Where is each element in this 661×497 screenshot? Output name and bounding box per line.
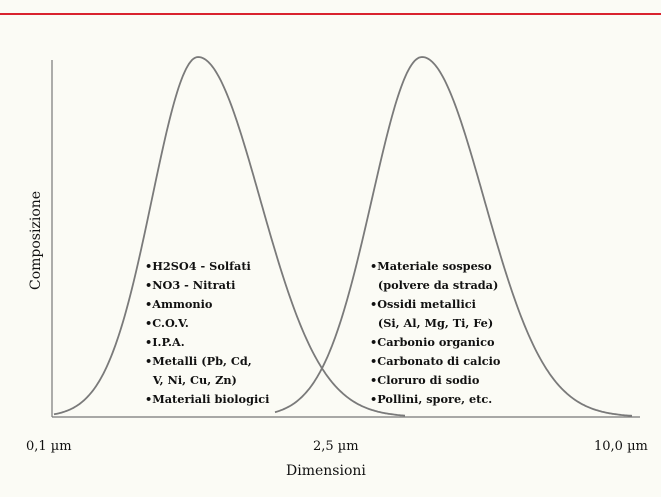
- coarse-item: •Pollini, spore, etc.: [370, 392, 492, 406]
- coarse-item: •Cloruro di sodio: [370, 373, 480, 387]
- coarse-item: •Materiale sospeso: [370, 259, 492, 273]
- series-coarse-items: •Materiale sospeso (polvere da strada) •…: [370, 259, 501, 406]
- x-tick-label-2-5: 2,5 µm: [313, 439, 359, 454]
- fine-item: •NO3 - Nitrati: [145, 278, 236, 292]
- coarse-item: •Carbonio organico: [370, 335, 495, 349]
- coarse-item: •Ossidi metallici: [370, 297, 477, 311]
- fine-item: •Ammonio: [145, 297, 213, 311]
- coarse-item: (polvere da strada): [370, 278, 498, 292]
- coarse-item: (Si, Al, Mg, Ti, Fe): [370, 316, 493, 330]
- fine-item: •H2SO4 - Solfati: [145, 259, 252, 273]
- series-fine-items: •H2SO4 - Solfati •NO3 - Nitrati •Ammonio…: [145, 259, 270, 406]
- y-axis-title: Composizione: [28, 191, 44, 290]
- x-tick-label-0-1: 0,1 µm: [26, 439, 72, 454]
- x-tick-label-10: 10,0 µm: [594, 439, 648, 454]
- fine-item: V, Ni, Cu, Zn): [145, 373, 237, 387]
- fine-item: •Metalli (Pb, Cd,: [145, 354, 252, 368]
- x-axis-title: Dimensioni: [286, 463, 366, 479]
- fine-item: •C.O.V.: [145, 316, 189, 330]
- series-coarse-curve: [274, 56, 633, 417]
- fine-item: •I.P.A.: [145, 335, 185, 349]
- fine-item: •Materiali biologici: [145, 392, 270, 406]
- coarse-item: •Carbonato di calcio: [370, 354, 501, 368]
- series-fine-curve: [53, 56, 406, 417]
